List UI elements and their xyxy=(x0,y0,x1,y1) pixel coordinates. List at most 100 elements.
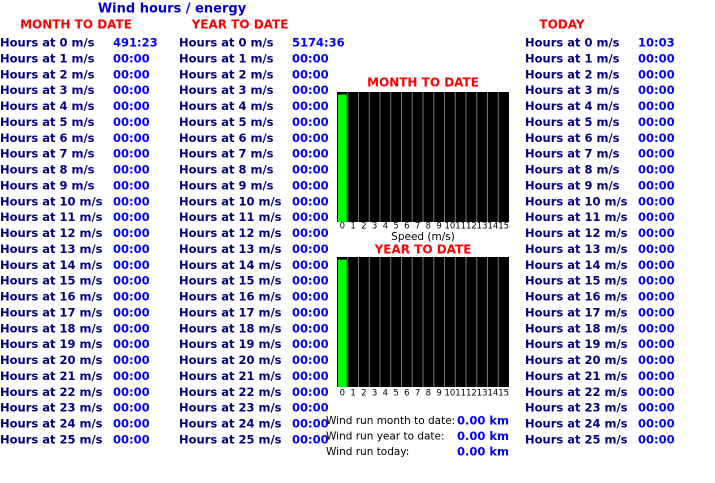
row-label: Hours at 4 m/s xyxy=(525,99,620,113)
row-label: Hours at 11 m/s xyxy=(525,210,628,224)
row-label: Hours at 2 m/s xyxy=(0,67,95,81)
row-value: 00:00 xyxy=(292,353,329,367)
row-label: Hours at 9 m/s xyxy=(0,178,95,192)
row-value: 00:00 xyxy=(113,337,150,351)
row-label: Hours at 25 m/s xyxy=(179,433,282,447)
row-label: Hours at 3 m/s xyxy=(179,83,274,97)
row-label: Hours at 22 m/s xyxy=(525,385,628,399)
row-value: 00:00 xyxy=(113,194,150,208)
row-value: 00:00 xyxy=(638,131,675,145)
row-label: Hours at 20 m/s xyxy=(179,353,282,367)
row-label: Hours at 24 m/s xyxy=(179,417,282,431)
x-tick-label: 5 xyxy=(393,222,398,232)
row-value: 00:00 xyxy=(113,147,150,161)
row-label: Hours at 23 m/s xyxy=(179,401,282,415)
row-value: 00:00 xyxy=(638,67,675,81)
row-value: 00:00 xyxy=(292,210,329,224)
x-tick-label: 13 xyxy=(477,389,488,399)
row-label: Hours at 24 m/s xyxy=(525,417,628,431)
wind-run-label: Wind run month to date: xyxy=(326,415,455,427)
row-label: Hours at 17 m/s xyxy=(0,305,103,319)
x-tick-label: 8 xyxy=(426,389,431,399)
row-label: Hours at 4 m/s xyxy=(179,99,274,113)
row-value: 00:00 xyxy=(638,115,675,129)
x-tick-label: 14 xyxy=(487,222,498,232)
row-value: 00:00 xyxy=(113,258,150,272)
row-label: Hours at 2 m/s xyxy=(525,67,620,81)
row-label: Hours at 11 m/s xyxy=(0,210,103,224)
row-label: Hours at 13 m/s xyxy=(179,242,282,256)
chart-title: YEAR TO DATE xyxy=(374,243,472,257)
row-value: 00:00 xyxy=(292,433,329,447)
x-tick-label: 3 xyxy=(372,389,377,399)
column-heading: MONTH TO DATE xyxy=(20,18,132,32)
row-value: 00:00 xyxy=(113,242,150,256)
row-label: Hours at 6 m/s xyxy=(525,131,620,145)
row-value: 00:00 xyxy=(113,163,150,177)
row-label: Hours at 17 m/s xyxy=(525,305,628,319)
row-label: Hours at 14 m/s xyxy=(0,258,103,272)
row-label: Hours at 12 m/s xyxy=(0,226,103,240)
row-value: 00:00 xyxy=(638,290,675,304)
x-tick-label: 12 xyxy=(466,222,477,232)
row-value: 00:00 xyxy=(292,115,329,129)
wind-run-label: Wind run year to date: xyxy=(326,431,445,443)
x-tick-label: 13 xyxy=(477,222,488,232)
row-value: 5174:36 xyxy=(292,36,345,50)
x-tick-label: 6 xyxy=(404,389,409,399)
row-value: 00:00 xyxy=(113,210,150,224)
row-value: 00:00 xyxy=(638,99,675,113)
row-label: Hours at 18 m/s xyxy=(525,321,628,335)
row-label: Hours at 3 m/s xyxy=(0,83,95,97)
row-value: 00:00 xyxy=(292,274,329,288)
row-value: 00:00 xyxy=(638,274,675,288)
row-label: Hours at 0 m/s xyxy=(0,36,95,50)
row-label: Hours at 7 m/s xyxy=(179,147,274,161)
row-label: Hours at 12 m/s xyxy=(525,226,628,240)
x-tick-label: 5 xyxy=(393,389,398,399)
column-heading: TODAY xyxy=(539,18,584,32)
row-value: 00:00 xyxy=(292,226,329,240)
bar xyxy=(338,259,347,387)
row-label: Hours at 8 m/s xyxy=(0,163,95,177)
row-value: 00:00 xyxy=(638,305,675,319)
x-tick-label: 3 xyxy=(372,222,377,232)
x-tick-label: 12 xyxy=(466,389,477,399)
row-label: Hours at 7 m/s xyxy=(525,147,620,161)
row-label: Hours at 19 m/s xyxy=(0,337,103,351)
row-value: 00:00 xyxy=(638,433,675,447)
row-label: Hours at 21 m/s xyxy=(179,369,282,383)
row-value: 00:00 xyxy=(292,321,329,335)
x-tick-label: 1 xyxy=(350,389,355,399)
row-label: Hours at 10 m/s xyxy=(0,194,103,208)
row-label: Hours at 10 m/s xyxy=(179,194,282,208)
row-value: 00:00 xyxy=(113,305,150,319)
row-value: 00:00 xyxy=(113,99,150,113)
row-value: 00:00 xyxy=(638,51,675,65)
row-value: 00:00 xyxy=(638,385,675,399)
row-label: Hours at 21 m/s xyxy=(525,369,628,383)
x-tick-label: 10 xyxy=(444,222,455,232)
row-label: Hours at 25 m/s xyxy=(525,433,628,447)
row-label: Hours at 5 m/s xyxy=(0,115,95,129)
x-tick-label: 11 xyxy=(455,389,466,399)
x-tick-label: 10 xyxy=(444,389,455,399)
x-tick-label: 4 xyxy=(383,389,388,399)
row-label: Hours at 14 m/s xyxy=(525,258,628,272)
row-value: 00:00 xyxy=(638,353,675,367)
row-label: Hours at 5 m/s xyxy=(525,115,620,129)
row-label: Hours at 16 m/s xyxy=(179,290,282,304)
row-value: 00:00 xyxy=(292,83,329,97)
row-label: Hours at 16 m/s xyxy=(0,290,103,304)
row-value: 00:00 xyxy=(638,83,675,97)
row-value: 00:00 xyxy=(638,417,675,431)
row-label: Hours at 15 m/s xyxy=(525,274,628,288)
row-label: Hours at 24 m/s xyxy=(0,417,103,431)
x-tick-label: 15 xyxy=(498,389,509,399)
row-value: 00:00 xyxy=(638,210,675,224)
row-value: 00:00 xyxy=(292,147,329,161)
bar xyxy=(338,94,347,222)
row-value: 00:00 xyxy=(638,147,675,161)
row-value: 00:00 xyxy=(113,51,150,65)
